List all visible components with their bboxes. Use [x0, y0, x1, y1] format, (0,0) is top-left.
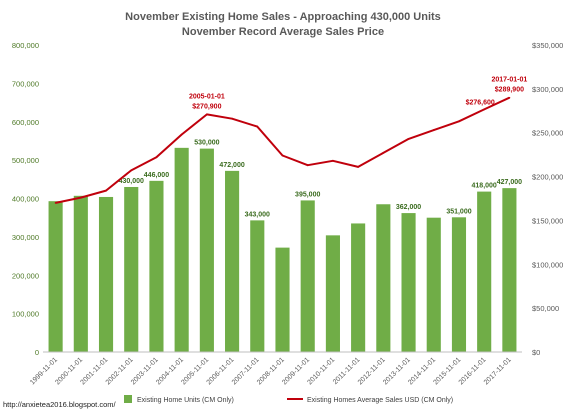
- line-point: [357, 166, 360, 168]
- line-point: [281, 154, 284, 157]
- line-point: [382, 151, 385, 154]
- line-annotation-date: 2017-01-01: [491, 77, 527, 84]
- bar-data-label: 472,000: [219, 162, 244, 169]
- line-point: [483, 108, 486, 111]
- right-tick-label: $350,000: [532, 41, 563, 50]
- bar-data-label: 530,000: [194, 140, 219, 147]
- bar-data-label: 351,000: [446, 208, 471, 215]
- bar-data-label: 446,000: [144, 172, 169, 179]
- left-axis: 0 100,000 200,000 300,000 400,000 500,000 600,…: [12, 41, 39, 357]
- line-point: [130, 169, 133, 172]
- left-tick-label: 400,000: [12, 195, 39, 204]
- right-tick-label: $250,000: [532, 129, 563, 138]
- bar: [351, 223, 366, 352]
- line-point: [332, 159, 334, 162]
- line-point: [155, 156, 158, 159]
- line-annotation-value: $289,900: [495, 87, 524, 94]
- line-point: [105, 189, 107, 192]
- bar: [376, 204, 391, 352]
- bar: [124, 186, 139, 352]
- line-point: [231, 117, 233, 120]
- bar-series: [48, 147, 517, 352]
- bar: [98, 196, 114, 352]
- legend-bar-swatch: [124, 395, 132, 403]
- bar-data-label: 430,000: [119, 178, 144, 185]
- legend: Existing Home Units (CM Only) Existing H…: [124, 395, 453, 404]
- bar: [250, 220, 265, 352]
- left-tick-label: 300,000: [12, 233, 39, 242]
- bar: [502, 188, 517, 352]
- left-tick-label: 200,000: [12, 271, 39, 280]
- right-tick-label: $300,000: [532, 85, 563, 94]
- line-point: [256, 125, 259, 128]
- right-tick-label: $200,000: [532, 173, 563, 182]
- line-point: [407, 137, 410, 140]
- line-point: [79, 196, 82, 199]
- right-tick-label: $150,000: [532, 216, 563, 225]
- left-tick-label: 100,000: [12, 310, 39, 319]
- bar: [401, 213, 416, 352]
- left-tick-label: 600,000: [12, 118, 39, 127]
- line-point: [306, 164, 309, 167]
- line-series: [54, 96, 511, 204]
- x-axis: 1999-11-012000-11-012001-11-012002-11-01…: [29, 351, 522, 386]
- line-point: [432, 129, 435, 131]
- bar: [174, 147, 189, 352]
- bar: [149, 180, 164, 352]
- left-tick-label: 800,000: [12, 41, 39, 50]
- bar-data-label: 427,000: [497, 179, 522, 186]
- line-annotation-value: $276,600: [466, 99, 495, 106]
- right-tick-label: $100,000: [532, 260, 563, 269]
- bar-data-label: 395,000: [295, 191, 320, 198]
- bar: [73, 195, 88, 352]
- line-point: [458, 120, 460, 123]
- line-annotation-value: $270,900: [192, 103, 221, 110]
- bar-data-label: 418,000: [472, 183, 497, 190]
- line-annotation-date: 2005-01-01: [189, 93, 225, 100]
- bar: [225, 170, 240, 352]
- bar: [300, 200, 315, 352]
- bar: [325, 235, 340, 352]
- right-axis: $0 $50,000 $100,000 $150,000 $200,000 $250,00…: [532, 41, 563, 357]
- source-url: http://anxietea2016.blogspot.com/: [3, 400, 116, 409]
- line-point: [54, 201, 57, 204]
- left-tick-label: 500,000: [12, 156, 39, 165]
- bar: [275, 247, 290, 352]
- bar: [199, 148, 214, 352]
- right-tick-label: $50,000: [532, 304, 559, 313]
- legend-bar-label: Existing Home Units (CM Only): [137, 397, 234, 404]
- bar: [451, 217, 467, 352]
- line-point: [180, 133, 183, 136]
- line-point: [205, 113, 208, 116]
- price-line: [55, 96, 510, 204]
- line-annotations: 2005-01-01 $270,900 $276,600 2017-01-01 $289…: [189, 77, 527, 111]
- bar: [48, 201, 63, 352]
- x-tick-label: 2017-11-01: [483, 356, 513, 386]
- left-tick-label: 700,000: [12, 79, 39, 88]
- legend-line-label: Existing Homes Average Sales USD (CM Onl…: [307, 397, 453, 404]
- line-point: [508, 96, 511, 99]
- bar: [477, 191, 492, 352]
- bar-data-label: 343,000: [245, 211, 270, 218]
- chart-title: November Existing Home Sales - Approachi…: [125, 11, 441, 23]
- bar-data-label: 362,000: [396, 204, 421, 211]
- chart-subtitle: November Record Average Sales Price: [182, 26, 384, 38]
- left-tick-label: 0: [35, 348, 39, 357]
- right-tick-label: $0: [532, 348, 540, 357]
- bar: [426, 217, 441, 352]
